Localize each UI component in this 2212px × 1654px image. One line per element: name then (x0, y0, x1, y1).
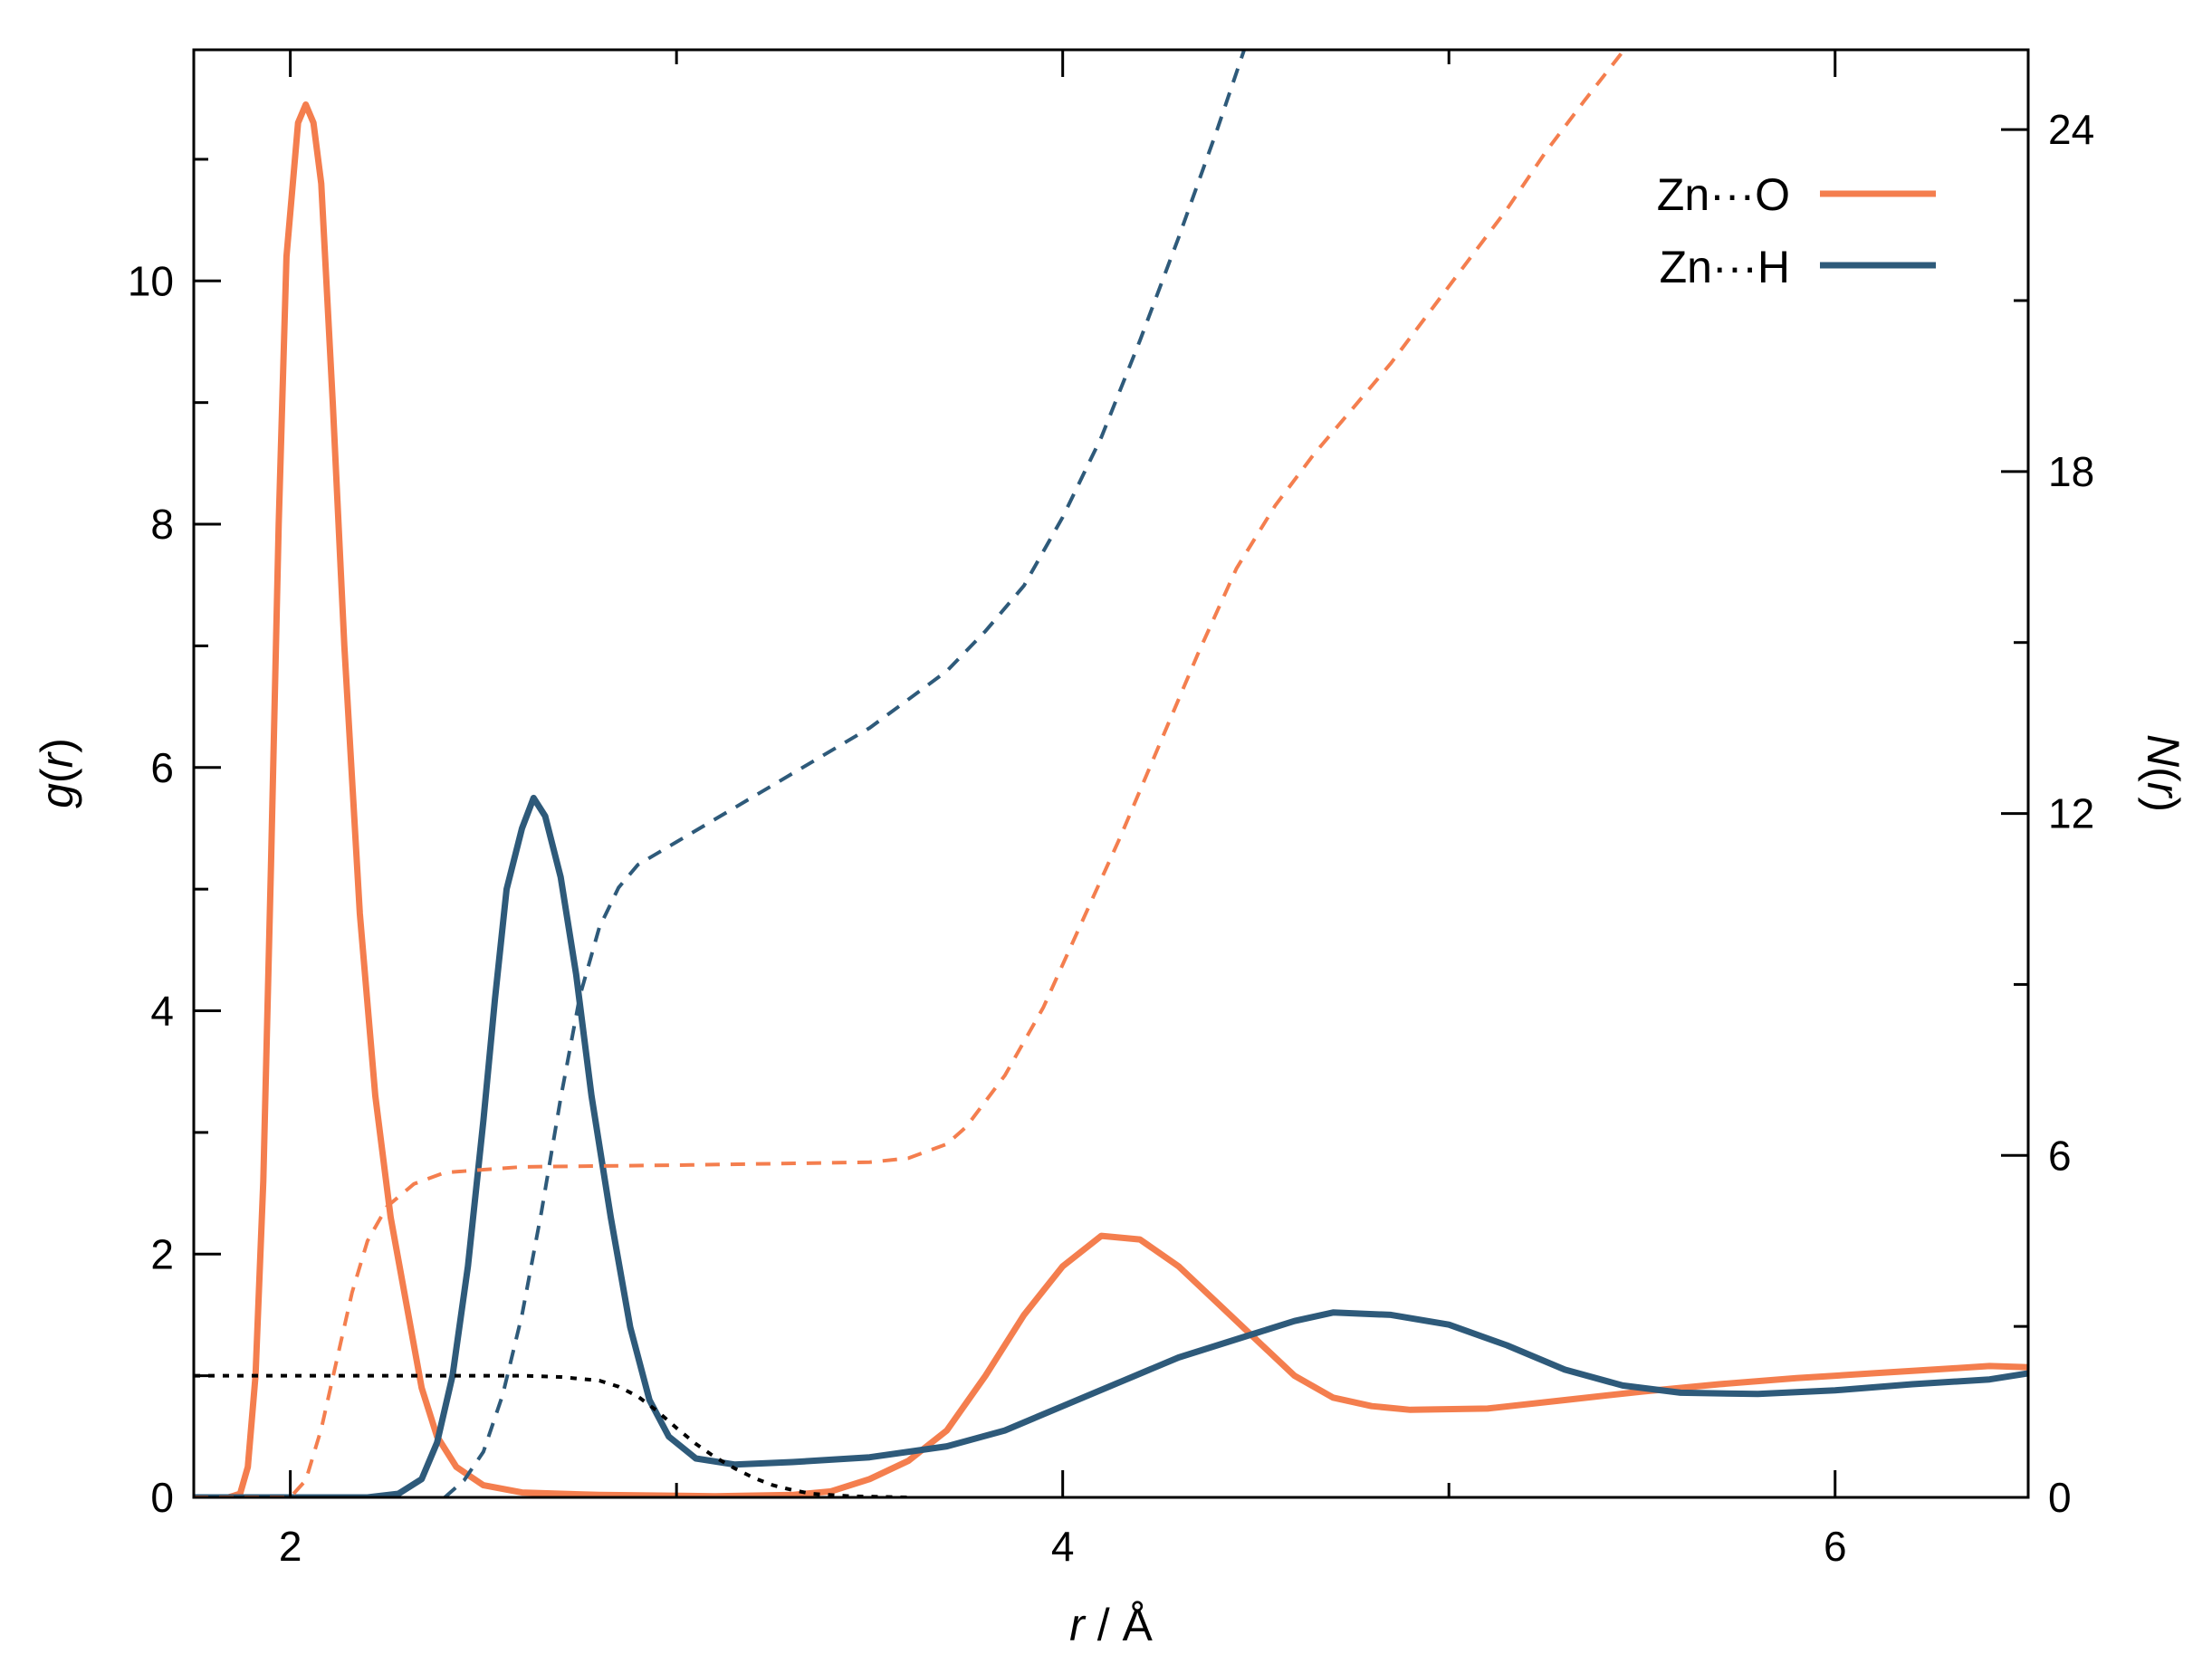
series-layer (194, 50, 2028, 1497)
legend: Zn···O Zn···H (1657, 169, 1936, 292)
y-right-tick-label: 24 (2048, 106, 2094, 153)
legend-label-znh: Zn···H (1660, 242, 1790, 292)
series-2-dashed-line (194, 50, 1627, 1497)
y-right-tick-label: 0 (2048, 1474, 2072, 1521)
legend-label-zno: Zn···O (1657, 169, 1790, 220)
y-axis-left-label: g(r) (32, 738, 82, 808)
y-left-tick-label: 2 (150, 1230, 174, 1277)
y-right-tick-label: 18 (2048, 448, 2094, 495)
y-right-tick-label: 12 (2048, 790, 2094, 837)
x-tick-label: 4 (1051, 1523, 1075, 1570)
x-tick-label: 6 (1824, 1523, 1847, 1570)
y-left-tick-label: 4 (150, 988, 174, 1035)
y-left-tick-label: 10 (128, 257, 174, 304)
series-4-dotted-line (194, 1373, 909, 1497)
y-axis-right-label: N(r) (2138, 734, 2188, 812)
series-0-solid-line (194, 101, 2028, 1497)
series-3-dashed-line (443, 50, 1247, 1497)
y-right-tick-label: 6 (2048, 1132, 2072, 1179)
x-tick-label: 2 (279, 1523, 302, 1570)
x-axis-label: r / Å (1069, 1600, 1153, 1650)
plot-frame (192, 48, 2030, 1499)
y-left-tick-label: 6 (150, 744, 174, 791)
y-left-tick-label: 0 (150, 1474, 174, 1521)
series-1-solid-line (194, 794, 2028, 1497)
y-left-tick-label: 8 (150, 501, 174, 548)
